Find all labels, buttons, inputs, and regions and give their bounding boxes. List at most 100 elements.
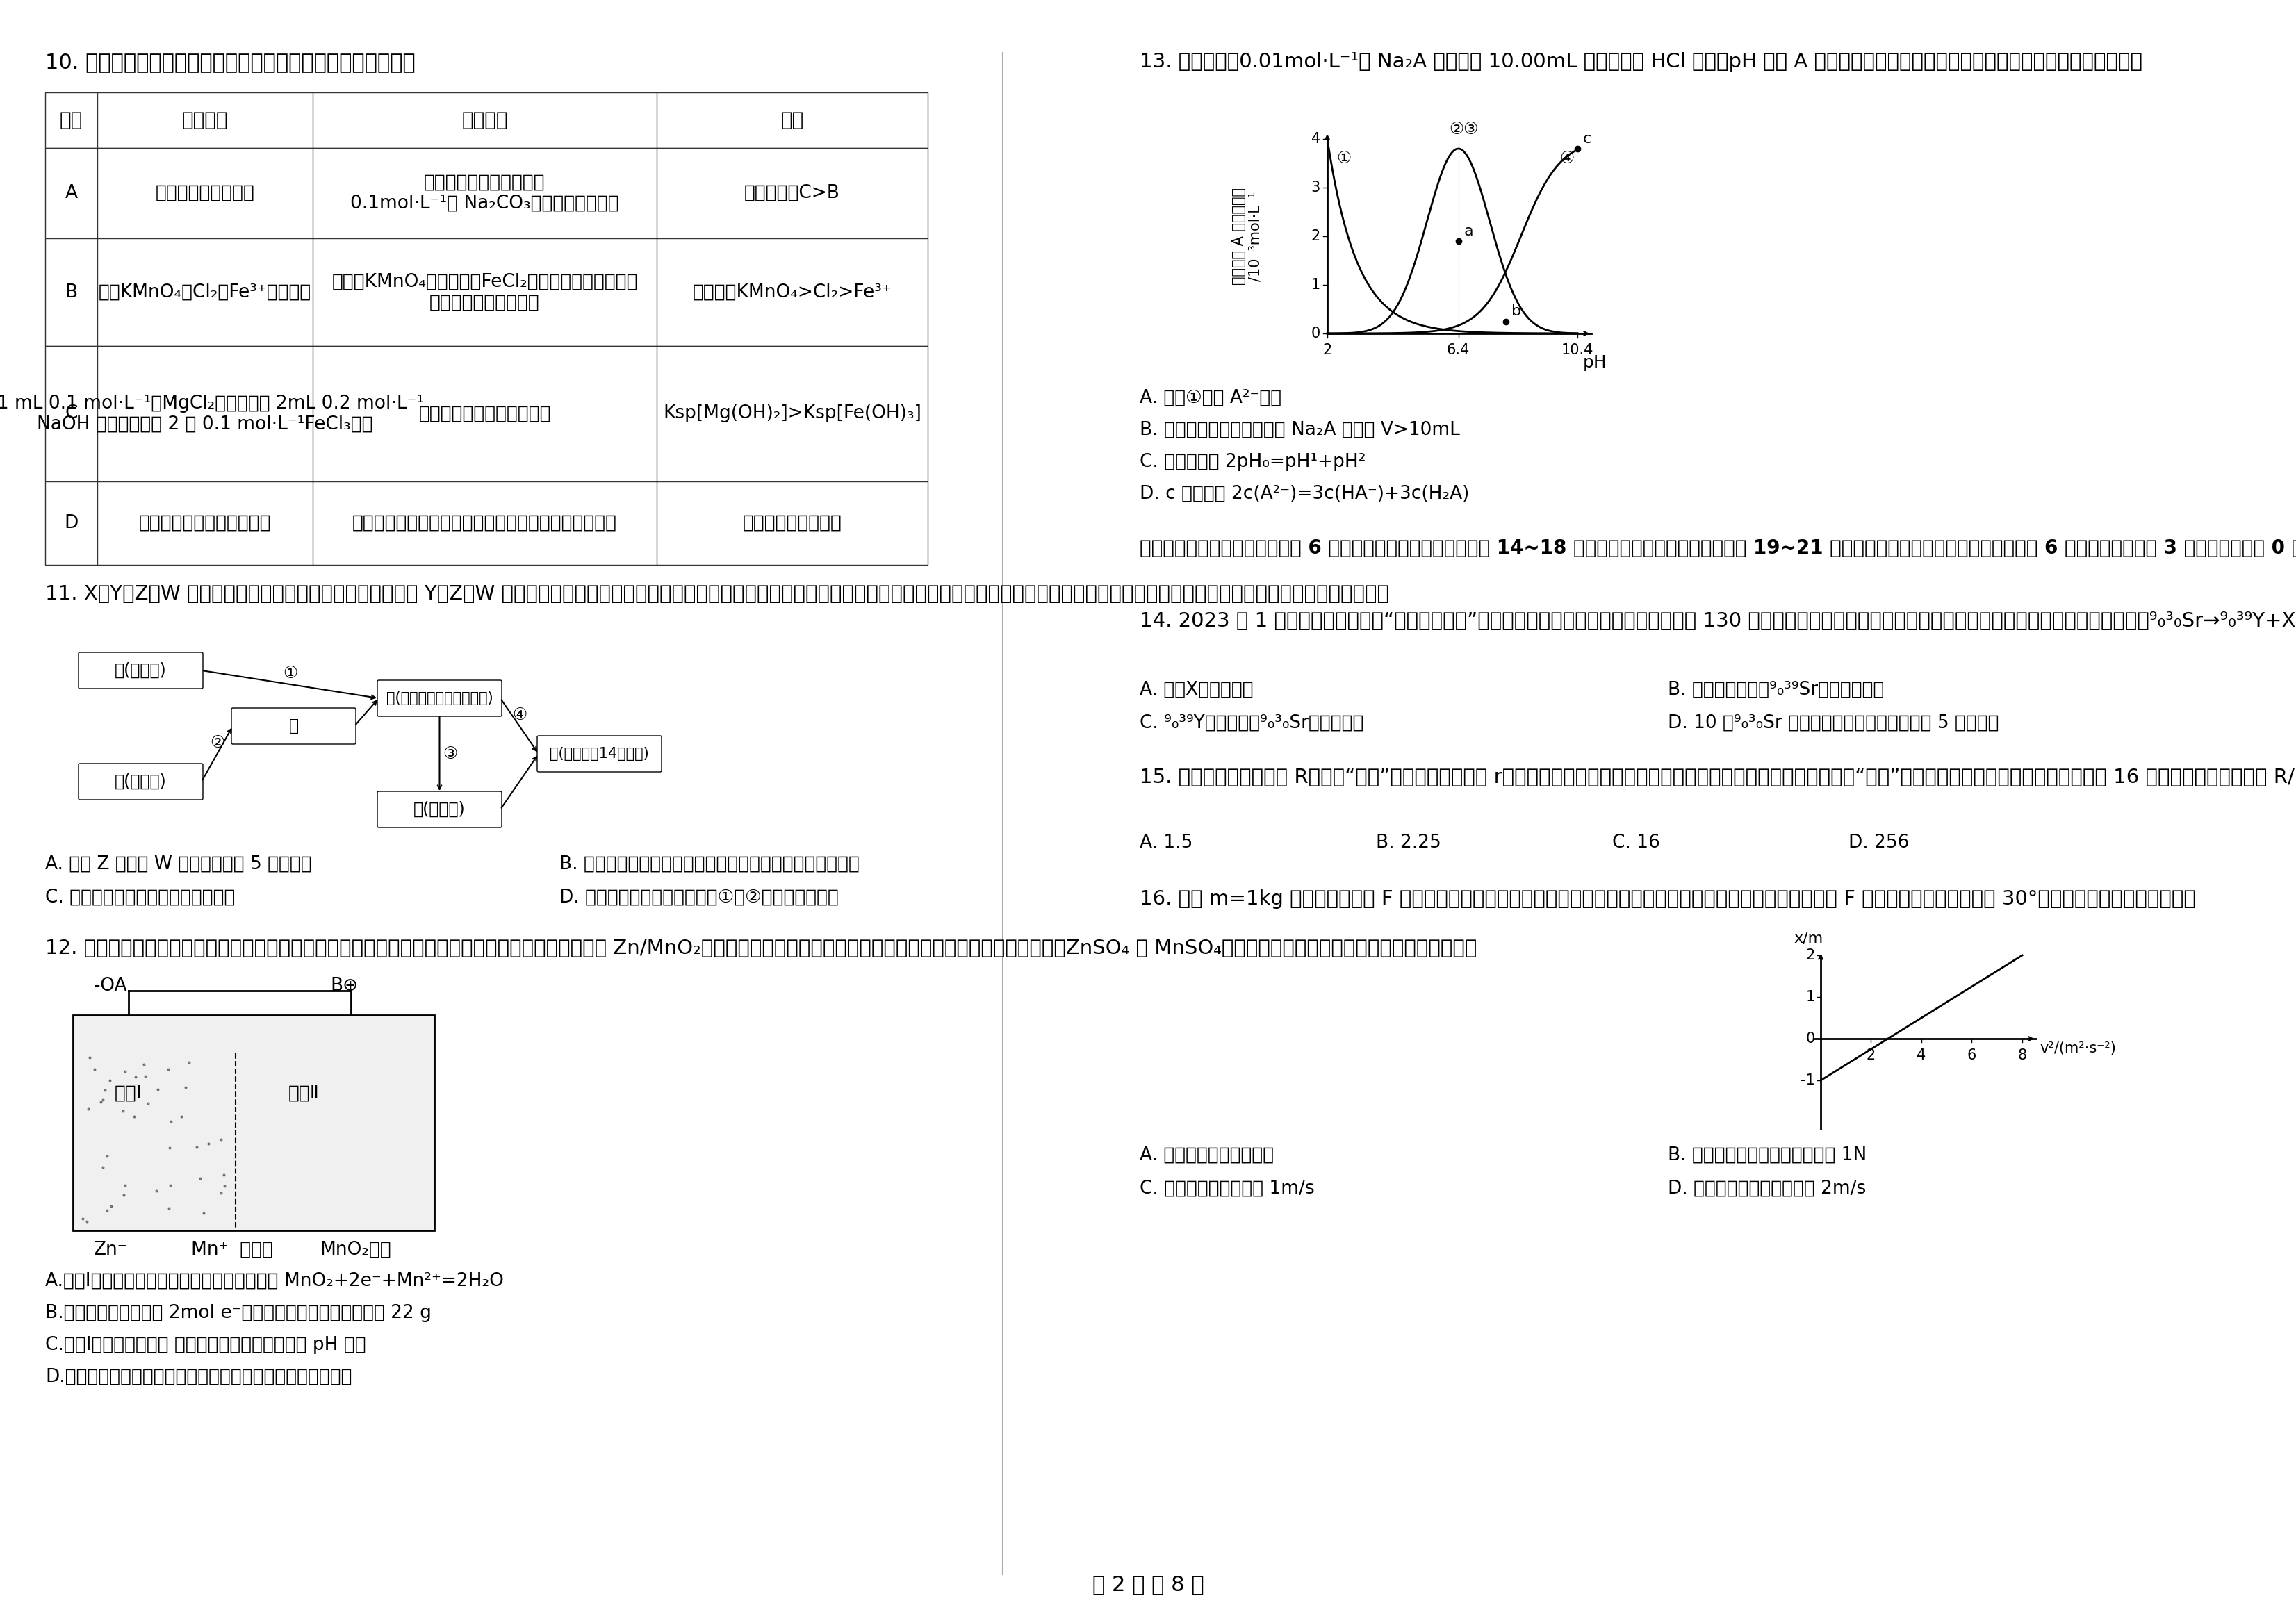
Text: 氧化性：KMnO₄>Cl₂>Fe³⁺: 氧化性：KMnO₄>Cl₂>Fe³⁺: [693, 282, 891, 302]
Text: c: c: [1582, 131, 1591, 146]
Text: a: a: [1463, 224, 1474, 239]
Text: 戊(氧化物): 戊(氧化物): [413, 802, 466, 818]
Text: x/m: x/m: [1793, 932, 1823, 946]
Text: ②: ②: [209, 734, 225, 751]
Text: 该溶液中含有钓元素: 该溶液中含有钓元素: [742, 514, 843, 532]
Text: 16. 质量 m=1kg 的物体在恒定功 F 的作用下在平面内做直线运动，其位移与速度的平方的关系图像如图所示。已知功 F 方向与水平方向的夹角为 30°，下列: 16. 质量 m=1kg 的物体在恒定功 F 的作用下在平面内做直线运动，其位移…: [1139, 889, 2195, 909]
Bar: [46, 239, 928, 346]
Text: 2: 2: [1805, 948, 1814, 962]
Text: B. 丙是由这四种元素组成的无色气体，它可能是气体化合物: B. 丙是由这四种元素组成的无色气体，它可能是气体化合物: [560, 855, 859, 873]
FancyBboxPatch shape: [377, 680, 501, 716]
Text: D.氥电解质溶液或弱酸或弱碗性溶液都可延长电池的使用寿命: D.氥电解质溶液或弱酸或弱碗性溶液都可延长电池的使用寿命: [46, 1368, 351, 1386]
Text: 12. 水系充电电池因其成本低、高能量密度、高安全性和环境友好等优点而备受关注。一种新型无隔膜 Zn/MnO₂汩液电池的工作原理如图所示。该电池以锹、石墨、石增: 12. 水系充电电池因其成本低、高能量密度、高安全性和环境友好等优点而备受关注。…: [46, 938, 1476, 958]
Text: 第 2 页 共 8 页: 第 2 页 共 8 页: [1093, 1574, 1203, 1595]
Text: 1: 1: [1311, 278, 1320, 292]
Text: D. 生成等物质的量的丙，反应①和②转移电子数相等: D. 生成等物质的量的丙，反应①和②转移电子数相等: [560, 889, 838, 907]
Text: A.过程Ⅰ为放电过程，石墨疵电极的电极反应为 MnO₂+2e⁻+Mn²⁺=2H₂O: A.过程Ⅰ为放电过程，石墨疵电极的电极反应为 MnO₂+2e⁻+Mn²⁺=2H₂…: [46, 1272, 503, 1290]
FancyBboxPatch shape: [377, 792, 501, 828]
Text: 己(氮化物，14个分子): 己(氮化物，14个分子): [549, 747, 650, 761]
Bar: [46, 346, 928, 482]
Text: 比较元素的非金属性: 比较元素的非金属性: [156, 183, 255, 203]
Text: 15. 设地球同步圆轨半径 R，我国“天宫”空间站轨道半径为 r，同步卫星和空间站的运动可视为均速圆周运动。航天员王亚平在“天宫”空间站迎课时，在空间站一天可以: 15. 设地球同步圆轨半径 R，我国“天宫”空间站轨道半径为 r，同步卫星和空间…: [1139, 768, 2296, 787]
Text: ③: ③: [443, 745, 457, 763]
Text: A: A: [64, 183, 78, 203]
Bar: [46, 93, 928, 148]
Text: B: B: [64, 282, 78, 302]
FancyBboxPatch shape: [537, 735, 661, 773]
Text: MnO₂炭极: MnO₂炭极: [319, 1242, 390, 1259]
Text: B⊕: B⊕: [331, 977, 358, 995]
Text: B.放电时，当电路转移 2mol e⁻时，两电极质量变化的差値为 22 g: B.放电时，当电路转移 2mol e⁻时，两电极质量变化的差値为 22 g: [46, 1305, 432, 1323]
Bar: [46, 482, 928, 565]
Text: 儇1 mL 0.1 mol·L⁻¹的MgCl₂溶液中滴加 2mL 0.2 mol·L⁻¹
NaOH 溶液，再滴加 2 滴 0.1 mol·L⁻¹FeCl₃溶液: 儇1 mL 0.1 mol·L⁻¹的MgCl₂溶液中滴加 2mL 0.2 mol…: [0, 394, 425, 433]
Text: 非金属性：C>B: 非金属性：C>B: [744, 183, 840, 203]
Text: A. 该物体一定不受摩擦力: A. 该物体一定不受摩擦力: [1139, 1146, 1274, 1164]
Text: ①: ①: [1336, 149, 1350, 167]
Text: A. 1.5: A. 1.5: [1139, 834, 1192, 852]
FancyBboxPatch shape: [232, 708, 356, 743]
Text: 13. 常温下，用0.01mol·L⁻¹的 Na₂A 溶液滴定 10.00mL 未知浓度的 HCl 溶液，pH 与含 A 微粒的浓度的变化关系如图所示。下列叙述: 13. 常温下，用0.01mol·L⁻¹的 Na₂A 溶液滴定 10.00mL …: [1139, 52, 2142, 71]
Text: ②③: ②③: [1449, 120, 1479, 138]
Text: D: D: [64, 514, 78, 532]
Text: 10.4: 10.4: [1561, 342, 1593, 357]
Text: Mn⁺  石墨砼: Mn⁺ 石墨砼: [191, 1242, 273, 1259]
Text: 比较KMnO₄、Cl₂和Fe³⁺的氧化性: 比较KMnO₄、Cl₂和Fe³⁺的氧化性: [99, 282, 312, 302]
Text: 3: 3: [1311, 180, 1320, 195]
Text: B. 2.25: B. 2.25: [1375, 834, 1440, 852]
Text: D. 256: D. 256: [1848, 834, 1908, 852]
Text: ④: ④: [512, 706, 526, 724]
Text: C. 物体运动的初速度为 1m/s: C. 物体运动的初速度为 1m/s: [1139, 1180, 1313, 1198]
Text: C. 16: C. 16: [1612, 834, 1660, 852]
Text: B. 环境温度升高，⁹₀³⁹Sr的半衰期减小: B. 环境温度升高，⁹₀³⁹Sr的半衰期减小: [1667, 682, 1883, 700]
Text: b: b: [1511, 305, 1520, 318]
Text: B. 当溶液为中性时，滴入的 Na₂A 的体积 V>10mL: B. 当溶液为中性时，滴入的 Na₂A 的体积 V>10mL: [1139, 420, 1460, 440]
Text: 二、选择题（本题共八个，每题 6 分，每题给出的四个选项中，第 14~18 题只有一项符合题目要求选项，第 19~21 题有多选项符合题目要求。全部选对的得 6: 二、选择题（本题共八个，每题 6 分，每题给出的四个选项中，第 14~18 题只…: [1139, 539, 2296, 558]
Text: Ksp[Mg(OH)₂]>Ksp[Fe(OH)₃]: Ksp[Mg(OH)₂]>Ksp[Fe(OH)₃]: [664, 404, 921, 422]
Text: C. 滴加过程中 2pH₀=pH¹+pH²: C. 滴加过程中 2pH₀=pH¹+pH²: [1139, 453, 1366, 471]
Text: 0: 0: [1805, 1032, 1814, 1045]
Text: 向酸性KMnO₄溶液中滴入FeCl₂溶液，紫红色溶液变浅
并伴有黄绻色气体产生: 向酸性KMnO₄溶液中滴入FeCl₂溶液，紫红色溶液变浅 并伴有黄绻色气体产生: [331, 273, 638, 312]
Text: 6.4: 6.4: [1446, 342, 1469, 357]
Text: B. 该物体与地面间摩擦力大小为 1N: B. 该物体与地面间摩擦力大小为 1N: [1667, 1146, 1867, 1164]
Text: A. 曲线①代表 A²⁻变化: A. 曲线①代表 A²⁻变化: [1139, 390, 1281, 407]
Text: 4: 4: [1311, 131, 1320, 146]
Text: D. c 点溶液中 2c(A²⁻)=3c(HA⁻)+3c(H₂A): D. c 点溶液中 2c(A²⁻)=3c(HA⁻)+3c(H₂A): [1139, 485, 1469, 503]
Text: 2: 2: [1311, 229, 1320, 243]
Text: 白色沉淥转化成红褐色沉淥: 白色沉淥转化成红褐色沉淥: [418, 404, 551, 422]
Text: v²/(m²·s⁻²): v²/(m²·s⁻²): [2039, 1042, 2115, 1055]
Text: 用玻璃棒掘取该溶液在酒精灯外焰上灬烧，火焰呈黄色: 用玻璃棒掘取该溶液在酒精灯外焰上灬烧，火焰呈黄色: [351, 514, 618, 532]
Text: 14. 2023 年 1 月，日本确认务必将“经过处理的水”开始向太平洋排放福岛核电站内库存的逑 130 万吨污水。核射线对环境造成严重危害，影响人类安全。其核: 14. 2023 年 1 月，日本确认务必将“经过处理的水”开始向太平洋排放福岛…: [1139, 612, 2296, 631]
Text: 实验现象: 实验现象: [461, 110, 507, 130]
Text: 溶液中含 A 微粒的浓度
/10⁻³mol·L⁻¹: 溶液中含 A 微粒的浓度 /10⁻³mol·L⁻¹: [1233, 188, 1263, 286]
Text: 检验溶液中是否含有钓元素: 检验溶液中是否含有钓元素: [138, 514, 271, 532]
Text: 丙: 丙: [289, 717, 298, 734]
Text: 隔膜Ⅱ: 隔膜Ⅱ: [289, 1084, 319, 1102]
Text: 1: 1: [1805, 990, 1814, 1005]
Text: C: C: [64, 404, 78, 422]
Text: D. 10 个⁹₀³₀Sr 原子经过一个半衰期后，还剩 5 个未衰变: D. 10 个⁹₀³₀Sr 原子经过一个半衰期后，还剩 5 个未衰变: [1667, 714, 1998, 732]
Text: ①: ①: [282, 665, 298, 682]
Text: C.过程Ⅰ为锹爱过程，乙 连接电源的正极，电极附近 pH 增大: C.过程Ⅰ为锹爱过程，乙 连接电源的正极，电极附近 pH 增大: [46, 1336, 365, 1354]
Text: 甲(氮化物): 甲(氮化物): [115, 662, 168, 678]
FancyBboxPatch shape: [78, 763, 202, 800]
Text: 过程Ⅰ: 过程Ⅰ: [115, 1084, 142, 1102]
FancyBboxPatch shape: [78, 652, 202, 688]
Text: pH: pH: [1582, 354, 1607, 372]
Bar: [73, 1014, 434, 1230]
Text: D. 物体运动的初速度大小为 2m/s: D. 物体运动的初速度大小为 2m/s: [1667, 1180, 1864, 1198]
Text: -1: -1: [1800, 1073, 1814, 1087]
Bar: [46, 148, 928, 239]
Text: 2: 2: [1322, 342, 1332, 357]
Text: 4: 4: [1917, 1048, 1926, 1063]
Text: C. ⁹₀³⁹Y的结合能比⁹₀³₀Sr的结合能大: C. ⁹₀³⁹Y的结合能比⁹₀³₀Sr的结合能大: [1139, 714, 1364, 732]
Text: 2: 2: [1867, 1048, 1876, 1063]
Text: 向饱和的砲酸溶液中滴加
0.1mol·L⁻¹的 Na₂CO₃溶液，无气泡冒出: 向饱和的砲酸溶液中滴加 0.1mol·L⁻¹的 Na₂CO₃溶液，无气泡冒出: [351, 174, 620, 213]
Text: A. 元素 Z 与元素 W 至少可以组成 5 种化合物: A. 元素 Z 与元素 W 至少可以组成 5 种化合物: [46, 855, 312, 873]
Text: 6: 6: [1968, 1048, 1977, 1063]
Text: 丁(既是氧化物又是氮化物): 丁(既是氧化物又是氮化物): [386, 691, 494, 706]
Text: 8: 8: [2016, 1048, 2025, 1063]
Text: ④: ④: [1559, 149, 1573, 167]
Text: 结论: 结论: [781, 110, 804, 130]
Text: -OA: -OA: [94, 977, 129, 995]
Text: 乙(氮化物): 乙(氮化物): [115, 773, 168, 790]
